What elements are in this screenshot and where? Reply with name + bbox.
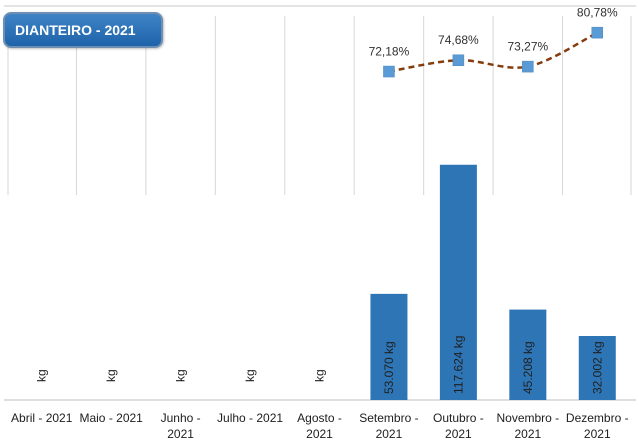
x-tick-label: 2021 bbox=[445, 427, 472, 441]
line-data-label: 73,27% bbox=[507, 40, 548, 54]
bar-data-label: kg bbox=[104, 369, 118, 382]
series-line bbox=[388, 31, 598, 73]
x-tick-label: Abril - 2021 bbox=[11, 411, 73, 425]
x-tick-label: Junho - bbox=[161, 411, 201, 425]
x-tick-label: 2021 bbox=[376, 427, 403, 441]
line-marker bbox=[452, 54, 465, 66]
x-tick-label: 2021 bbox=[306, 427, 333, 441]
x-tick-label: Novembro - bbox=[496, 411, 559, 425]
line-data-label: 80,78% bbox=[577, 6, 618, 20]
x-tick-label: Maio - 2021 bbox=[79, 411, 143, 425]
bar-data-label: kg bbox=[174, 369, 188, 382]
bar-data-label: 117.624 kg bbox=[451, 335, 465, 394]
bar-data-label: kg bbox=[243, 369, 257, 382]
x-tick-label: Dezembro - bbox=[566, 411, 629, 425]
x-tick-label: 2021 bbox=[584, 427, 611, 441]
line-marker bbox=[522, 60, 534, 73]
line-marker bbox=[383, 65, 395, 78]
bar-data-label: 45.208 kg bbox=[521, 341, 535, 394]
line-marker bbox=[591, 26, 604, 39]
bar-data-label: kg bbox=[35, 369, 49, 382]
bar-data-label: 53.070 kg bbox=[382, 341, 396, 394]
line-data-label: 72,18% bbox=[369, 45, 410, 59]
x-tick-label: Outubro - bbox=[433, 411, 484, 425]
chart-title: DIANTEIRO - 2021 bbox=[3, 12, 163, 48]
x-tick-label: Julho - 2021 bbox=[217, 411, 283, 425]
x-tick-label: 2021 bbox=[514, 427, 541, 441]
line-data-label: 74,68% bbox=[438, 33, 479, 47]
bar bbox=[509, 309, 547, 400]
bar bbox=[370, 293, 408, 400]
x-tick-label: 2021 bbox=[167, 427, 194, 441]
x-tick-label: Setembro - bbox=[359, 411, 418, 425]
x-tick-label: Agosto - bbox=[297, 411, 342, 425]
bar bbox=[439, 164, 477, 400]
bar-data-label: kg bbox=[313, 369, 327, 382]
bar-data-label: 32.002 kg bbox=[590, 341, 604, 394]
bar bbox=[578, 335, 616, 400]
